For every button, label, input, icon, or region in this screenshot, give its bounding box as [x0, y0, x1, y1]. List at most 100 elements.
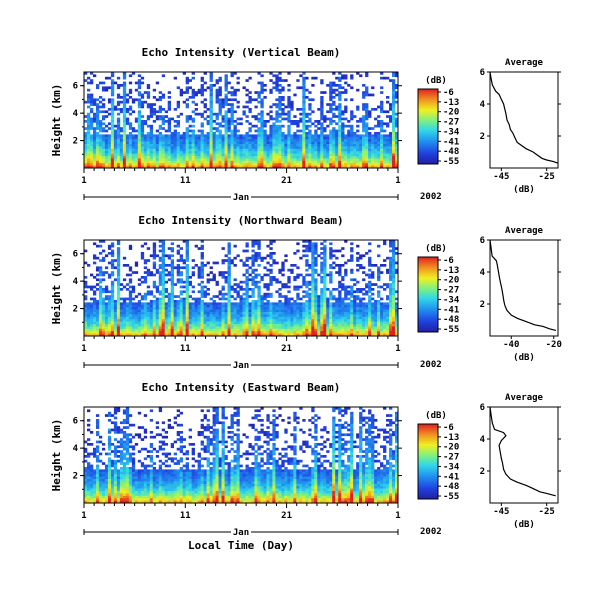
heat-cell [149, 321, 154, 325]
heat-cell [86, 93, 91, 97]
heat-cell [191, 314, 195, 318]
heat-cell [194, 163, 198, 166]
heat-cell [254, 326, 258, 330]
heat-cell [314, 146, 318, 150]
heat-cell [251, 124, 255, 128]
heat-cell [263, 309, 267, 313]
heat-cell [284, 326, 288, 330]
heat-cell [224, 76, 228, 80]
heat-cell [110, 283, 115, 286]
heat-cell [143, 141, 148, 145]
heat-cell [233, 331, 237, 334]
heat-cell [272, 307, 276, 310]
heat-cell [350, 290, 354, 294]
heat-cell [146, 132, 151, 135]
heat-cell [239, 117, 243, 121]
heat-cell [263, 153, 267, 157]
heat-cell [272, 312, 276, 315]
heat-cell [251, 249, 255, 253]
heat-cell [305, 280, 309, 284]
heat-cell [113, 105, 118, 109]
heat-cell [251, 151, 255, 154]
heat-cell [98, 328, 103, 332]
heat-cell [116, 314, 121, 318]
heat-cell [125, 324, 130, 327]
heat-cell [110, 333, 115, 337]
heat-cell [110, 328, 115, 332]
heat-cell [374, 160, 378, 164]
heat-cell [146, 271, 151, 274]
heat-cell [257, 72, 261, 75]
heat-cell [143, 242, 148, 246]
heat-cell [221, 160, 225, 164]
heat-cell [89, 110, 94, 114]
heat-cell [242, 86, 246, 90]
heat-cell [287, 302, 291, 306]
heat-cell [320, 163, 324, 166]
heat-cell [212, 120, 216, 123]
heat-cell [389, 115, 393, 118]
heat-cell [314, 256, 318, 260]
heat-cell [248, 312, 252, 315]
heat-cell [389, 108, 393, 111]
heat-cell [170, 309, 175, 313]
heat-cell [245, 242, 249, 246]
heat-cell [197, 160, 201, 164]
heat-cell [122, 148, 127, 152]
heat-cell [305, 285, 309, 289]
heat-cell [221, 146, 225, 150]
heat-cell [176, 295, 180, 298]
heat-cell [164, 151, 169, 154]
heat-cell [227, 283, 231, 286]
heat-cell [395, 122, 399, 126]
heat-cell [266, 146, 270, 150]
heat-cell [308, 333, 312, 337]
heat-cell [260, 148, 264, 152]
heat-cell [140, 309, 145, 313]
heat-cell [323, 141, 327, 145]
heat-cell [263, 132, 267, 135]
heat-cell [84, 136, 88, 140]
heat-cell [128, 278, 133, 282]
heat-cell [140, 304, 145, 308]
heat-cell [116, 312, 121, 315]
heat-cell [215, 129, 219, 133]
heat-cell [185, 280, 189, 284]
heat-cell [341, 328, 345, 332]
heat-cell [218, 146, 222, 150]
heat-cell [332, 146, 336, 150]
heat-cell [128, 331, 133, 334]
heat-cell [341, 134, 345, 138]
heat-cell [368, 314, 372, 318]
heat-cell [155, 81, 160, 85]
heat-cell [98, 273, 103, 277]
heat-cell [152, 120, 157, 123]
heat-cell [152, 302, 157, 306]
heat-cell [119, 160, 124, 164]
heat-cell [179, 160, 183, 164]
heat-cell [155, 324, 160, 327]
heat-cell [308, 124, 312, 128]
heat-cell [308, 264, 312, 267]
heat-cell [272, 326, 276, 330]
heat-cell [293, 160, 297, 164]
heat-cell [113, 302, 118, 306]
heat-cell [347, 132, 351, 135]
heat-cell [182, 139, 186, 142]
heat-cell [92, 151, 97, 154]
heat-cell [233, 153, 237, 157]
heat-cell [305, 319, 309, 322]
heat-cell [221, 115, 225, 118]
heat-cell [221, 312, 225, 315]
heat-cell [245, 136, 249, 140]
heat-cell [317, 141, 321, 145]
heat-cell [206, 312, 210, 315]
heat-cell [236, 117, 240, 121]
heat-cell [86, 321, 91, 325]
heat-cell [248, 278, 252, 282]
heat-cell [233, 290, 237, 294]
heat-cell [119, 108, 124, 111]
heat-cell [125, 148, 130, 152]
heat-cell [344, 98, 348, 102]
heat-cell [254, 273, 258, 277]
